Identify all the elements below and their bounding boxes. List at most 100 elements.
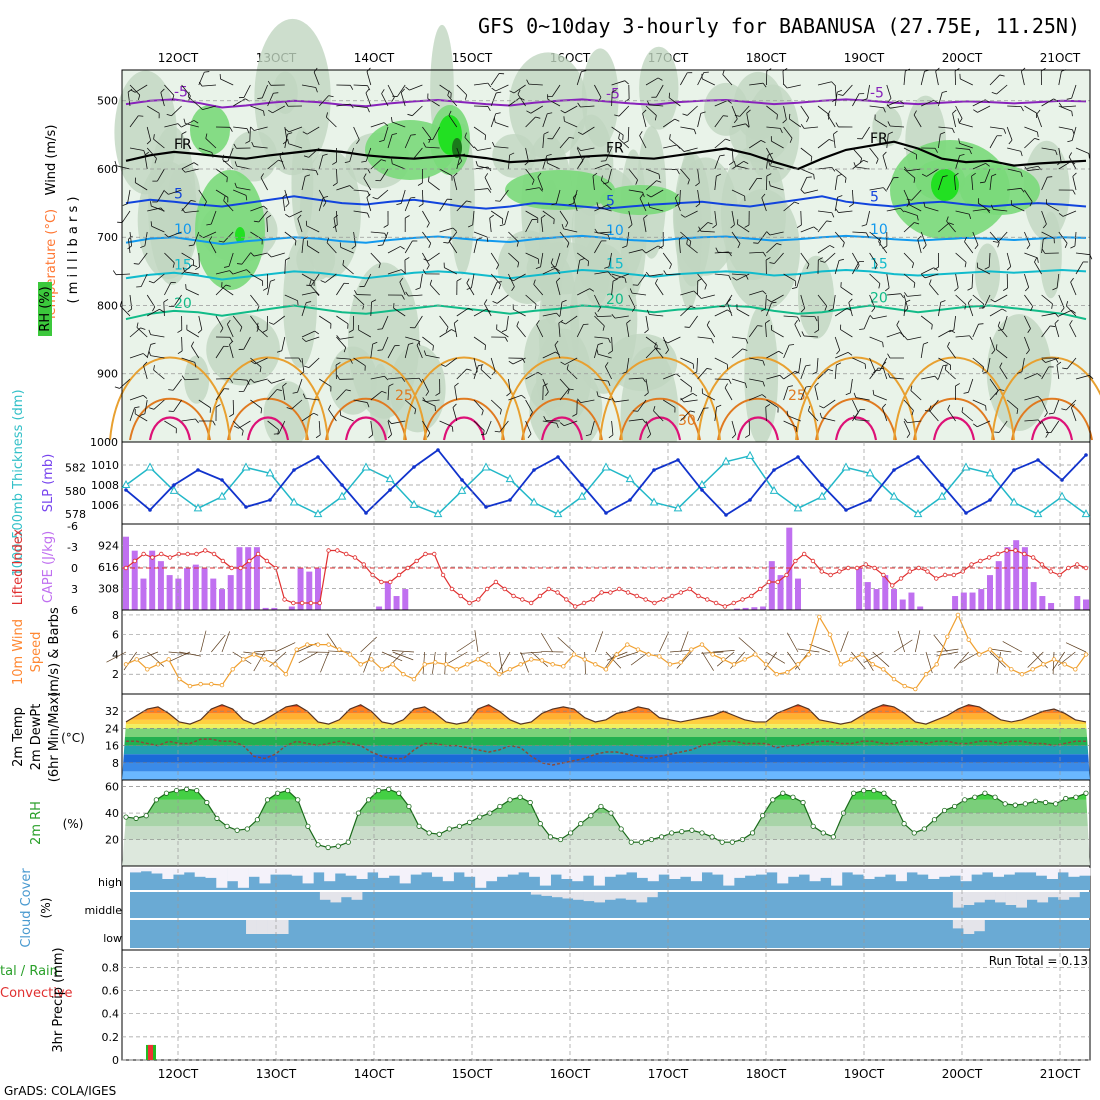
cape-bar xyxy=(751,607,758,610)
cloud-cell xyxy=(453,868,465,873)
wind-barb-flag xyxy=(646,194,652,198)
cape-tick-label: 924 xyxy=(98,540,119,553)
wind-barb-flag xyxy=(982,371,988,374)
wind-barb xyxy=(598,395,612,401)
wind-barb-flag xyxy=(687,179,690,185)
wind-barb-flag xyxy=(143,150,146,156)
wind10-point xyxy=(763,662,769,667)
wind-barb xyxy=(869,187,884,191)
wind-barb xyxy=(205,138,217,149)
thickness-point xyxy=(385,474,395,483)
cloud-cell xyxy=(562,892,574,899)
wind-barb-flag xyxy=(143,361,148,366)
contour-30 xyxy=(834,416,878,441)
rh-labels: 2m RH (%) xyxy=(29,801,83,845)
wind-barb xyxy=(202,105,217,110)
wind-barb xyxy=(143,365,148,380)
barbs-label: (m/s) & Barbs xyxy=(47,607,62,697)
cloud-labels: Cloud Cover (%) high middle low xyxy=(19,868,122,948)
wind-barb-flag xyxy=(1071,309,1076,314)
cape-bar xyxy=(1074,596,1081,610)
rh2m-point xyxy=(891,799,897,806)
wind10-barb xyxy=(989,648,1012,653)
wind-barb xyxy=(972,294,984,305)
wind-barb xyxy=(1024,231,1031,246)
wind-barb-flag xyxy=(813,174,815,180)
li-point xyxy=(440,572,446,578)
cape-bar xyxy=(960,592,967,610)
wind-barb-flag xyxy=(614,114,620,117)
wind-barb xyxy=(765,323,767,338)
wind-barb xyxy=(477,165,492,170)
wind-barb-flag xyxy=(883,187,887,192)
wind-barb xyxy=(611,273,626,279)
wind-barb xyxy=(986,357,991,372)
rh2m-point xyxy=(770,797,776,803)
wind-barb-flag xyxy=(585,434,591,437)
cloud-cell xyxy=(530,892,542,895)
wind-barb-flag xyxy=(577,398,581,403)
wind10-barb xyxy=(605,651,622,669)
rh2m-point xyxy=(274,790,281,796)
wind-barb-flag xyxy=(967,298,972,304)
wind-barb xyxy=(267,420,279,431)
wind-barb-flag xyxy=(493,117,496,123)
wind-barb-flag xyxy=(810,156,813,162)
wind-barb-flag xyxy=(753,242,759,244)
wind-barb xyxy=(452,407,458,422)
wind-barb xyxy=(528,83,543,86)
li-point xyxy=(264,558,270,564)
wind-barb xyxy=(336,389,347,401)
wind-barb-flag xyxy=(367,85,371,91)
wind-barb xyxy=(766,105,778,115)
wind-barb xyxy=(422,189,424,205)
wind-barb xyxy=(1069,324,1077,338)
wind-barb xyxy=(559,210,569,223)
wind-barb-flag xyxy=(1055,150,1058,156)
wind-barb-flag xyxy=(896,320,900,326)
rh2m-point xyxy=(901,821,907,827)
wind-barb xyxy=(737,223,750,233)
wind-barb xyxy=(129,147,144,151)
wind-barb-flag xyxy=(504,337,508,342)
wind-barb-flag xyxy=(423,142,426,148)
wind-barb-flag xyxy=(487,188,492,193)
wind-barb-flag xyxy=(700,111,706,114)
wind-barb-flag xyxy=(1041,248,1046,254)
li-point xyxy=(379,579,384,585)
cape-bar xyxy=(733,608,740,610)
cloud-cell xyxy=(973,920,985,932)
wind-barb xyxy=(318,189,327,203)
contour-label: -5 xyxy=(606,86,620,102)
wind-barb-flag xyxy=(1047,176,1053,178)
wind-barb xyxy=(582,126,595,135)
wind-barb-flag xyxy=(624,98,630,102)
wind-barb xyxy=(774,252,784,264)
li-point xyxy=(625,590,631,595)
pressure-tick-label: 700 xyxy=(97,231,118,244)
wind-barb xyxy=(228,252,234,267)
wind-barb xyxy=(866,210,870,225)
wind-barb xyxy=(1041,366,1050,380)
wind-barb xyxy=(971,176,974,191)
wind-barb-flag xyxy=(452,227,457,232)
li-point xyxy=(890,583,895,588)
wind-barb xyxy=(594,336,609,339)
thickness-point xyxy=(121,479,131,488)
cloud-cell xyxy=(647,868,659,882)
cape-bar xyxy=(157,561,164,610)
wind-barb xyxy=(645,180,657,191)
wind-barb xyxy=(821,417,836,422)
wind-barb xyxy=(404,240,413,254)
contour-25 xyxy=(717,397,799,441)
rh-shade xyxy=(797,255,835,339)
wind-barb xyxy=(783,201,795,212)
wind-barb-flag xyxy=(871,307,876,313)
wind-barb-flag xyxy=(642,418,647,424)
wind-barb xyxy=(615,273,629,280)
wind-barb xyxy=(558,323,561,338)
wind-barb-flag xyxy=(181,208,186,213)
wind-barb-flag xyxy=(808,405,811,411)
wind-barb-flag xyxy=(984,266,990,270)
wind-barb xyxy=(353,84,368,87)
